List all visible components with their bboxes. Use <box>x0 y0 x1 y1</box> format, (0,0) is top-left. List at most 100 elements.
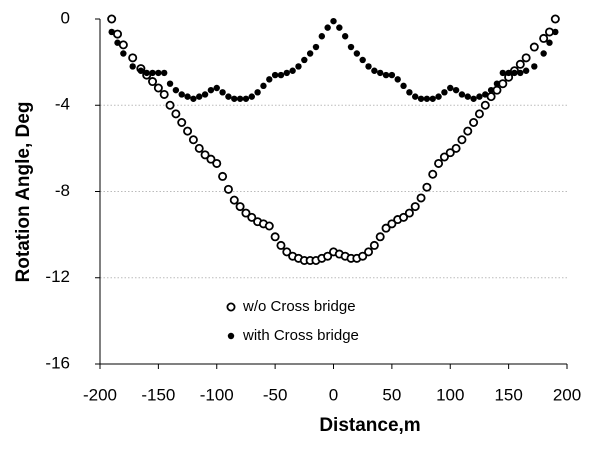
point <box>188 135 198 145</box>
point <box>451 143 461 153</box>
point <box>171 109 181 119</box>
x-axis-title: Distance,m <box>319 415 420 436</box>
point <box>148 77 158 87</box>
point <box>445 148 455 158</box>
point <box>324 24 331 31</box>
point <box>394 76 401 83</box>
point <box>225 93 232 100</box>
point <box>458 91 466 98</box>
point <box>539 33 549 43</box>
point <box>301 56 308 64</box>
legend-marker <box>227 332 235 340</box>
point <box>336 24 343 31</box>
point <box>166 80 174 87</box>
point <box>364 247 374 257</box>
point <box>382 71 390 79</box>
point <box>515 59 525 69</box>
x-tick-label: 100 <box>436 385 464 404</box>
point <box>469 118 479 128</box>
point <box>161 69 168 77</box>
point <box>358 251 368 261</box>
point <box>107 14 117 24</box>
x-tick-label: -100 <box>200 385 234 404</box>
point <box>428 169 438 179</box>
point <box>416 193 426 203</box>
point <box>165 100 175 110</box>
x-tick-label: -50 <box>263 385 288 404</box>
point <box>457 135 467 145</box>
point <box>277 71 285 79</box>
point <box>128 53 138 63</box>
point <box>223 184 233 194</box>
point <box>439 152 449 162</box>
point <box>178 91 185 98</box>
point <box>118 40 128 50</box>
point <box>248 93 255 100</box>
point <box>306 50 314 57</box>
point <box>120 50 127 57</box>
point <box>183 126 193 136</box>
point <box>196 93 203 100</box>
point <box>264 221 274 231</box>
point <box>229 195 239 205</box>
point <box>529 42 539 52</box>
point <box>434 158 444 168</box>
point <box>505 69 512 77</box>
y-tick-label: -16 <box>45 353 70 372</box>
y-tick-label: -4 <box>55 95 70 114</box>
point <box>410 202 420 212</box>
point <box>517 69 524 77</box>
point <box>369 240 379 250</box>
point <box>260 82 267 90</box>
point <box>522 67 530 74</box>
x-tick-label: 0 <box>329 385 338 404</box>
point <box>463 126 473 136</box>
point <box>231 95 238 102</box>
point <box>270 232 280 242</box>
point <box>235 202 245 212</box>
point <box>330 17 337 25</box>
y-tick-label: -12 <box>45 267 70 286</box>
point <box>387 219 397 229</box>
point <box>347 43 355 51</box>
point <box>423 95 431 102</box>
point <box>155 69 162 77</box>
point <box>493 80 501 87</box>
point <box>207 86 215 94</box>
x-tick-label: -150 <box>141 385 175 404</box>
point <box>312 43 320 51</box>
point <box>476 93 483 100</box>
point <box>201 91 209 98</box>
point <box>341 33 349 40</box>
point <box>511 69 518 77</box>
point <box>406 89 413 96</box>
x-tick-label: 200 <box>553 385 581 404</box>
point <box>137 67 145 74</box>
point <box>399 212 409 222</box>
point <box>194 143 204 153</box>
point <box>371 67 378 74</box>
point <box>276 240 286 250</box>
point <box>190 95 197 102</box>
point <box>422 182 432 192</box>
point <box>540 50 547 57</box>
point <box>177 118 187 128</box>
point <box>149 69 156 77</box>
point <box>441 89 448 96</box>
point <box>254 89 261 96</box>
point <box>492 85 502 95</box>
point <box>242 95 250 102</box>
point <box>359 56 366 64</box>
point <box>282 247 292 257</box>
point <box>218 171 228 181</box>
point <box>153 83 163 93</box>
point <box>550 14 560 24</box>
point <box>219 89 226 96</box>
point <box>486 92 496 102</box>
x-tick-label: -200 <box>83 385 117 404</box>
point <box>108 28 115 36</box>
legend-label: with Cross bridge <box>242 327 359 344</box>
point <box>365 63 372 70</box>
point <box>289 67 296 74</box>
